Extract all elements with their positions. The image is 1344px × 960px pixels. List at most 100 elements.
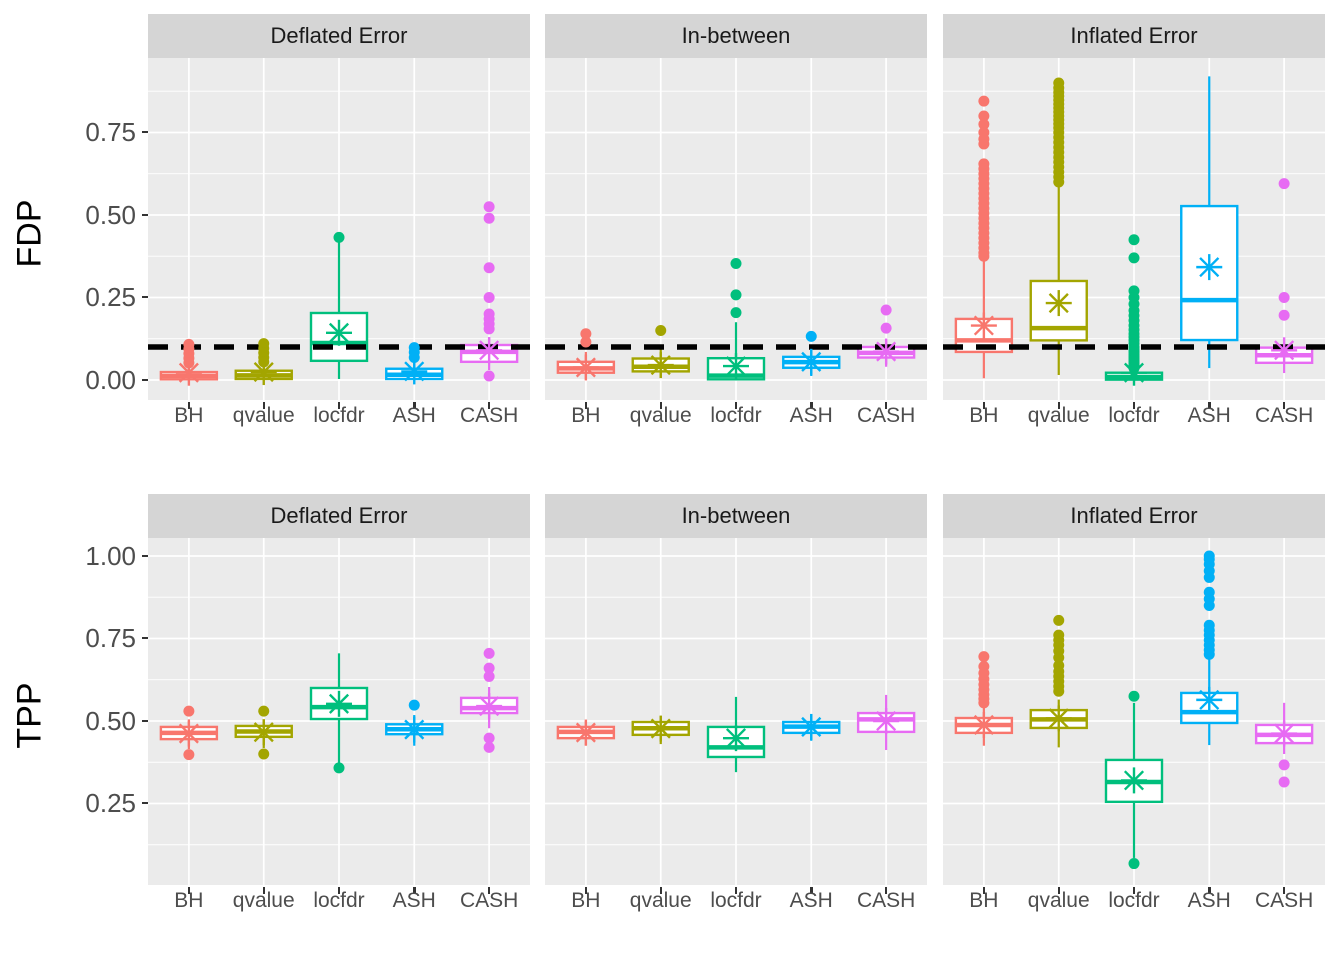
outliers-CASH [483,201,495,382]
outliers-CASH [1278,759,1290,788]
box-iqr [1180,204,1239,342]
outlier-point [1278,776,1290,788]
outlier-point [483,262,495,274]
asterisk-ray [253,362,274,383]
asterisk-ray [253,722,274,743]
panel-fdp-deflated-error [148,58,530,400]
x-tick-label-locfdr: locfdr [313,404,365,427]
outliers-qvalue [258,338,270,368]
outlier-point [978,697,990,709]
outlier-point [483,201,495,213]
x-tick-label-BH: BH [571,404,601,427]
mean-asterisk-qvalue [250,719,277,746]
x-tick-mark [413,402,416,409]
x-tick-label-BH: BH [969,404,999,427]
outlier-point [483,323,495,335]
x-tick-mark [810,887,813,894]
asterisk-ray [479,340,500,361]
outlier-point [258,705,270,717]
mean-asterisk-locfdr [1121,767,1147,794]
outlier-point [730,289,742,301]
outliers-CASH [483,647,495,753]
asterisk-ray [725,356,747,377]
x-tick-mark [659,402,663,409]
y-tick-mark [142,554,148,557]
x-tick-label-locfdr: locfdr [1108,404,1160,427]
x-tick-mark [584,402,588,409]
mean-asterisk-ASH [798,348,825,375]
outliers-locfdr [1128,234,1140,374]
asterisk-ray [575,357,596,378]
outliers-ASH [408,342,420,364]
outlier-point [1128,234,1140,246]
y-tick-label: 0.50 [85,199,136,230]
outlier-point [1278,178,1290,190]
y-tick-mark [142,378,148,381]
panel-fdp-in-between [545,58,927,400]
outlier-point [1278,309,1290,321]
outlier-point [978,118,990,130]
asterisk-ray [650,355,671,376]
outlier-point [408,352,420,364]
panel-tpp-deflated-error [148,538,530,885]
x-tick-mark [1132,887,1136,894]
outliers-qvalue [1053,77,1065,188]
panel-tpp-inflated-error [943,538,1325,885]
outlier-point [1053,614,1065,626]
x-tick-mark [1208,402,1211,409]
asterisk-ray [650,718,671,739]
x-tick-mark [1282,887,1286,894]
asterisk-ray [479,696,500,717]
outlier-point [483,732,495,744]
outliers-locfdr [730,257,742,319]
asterisk-ray [801,716,822,737]
outlier-point [880,322,892,334]
asterisk-ray [1048,293,1069,314]
outlier-point [805,330,817,342]
asterisk-ray [1274,340,1295,361]
y-tick-label: 0.50 [85,705,136,736]
facet-strip-inflated-error: Inflated Error [943,494,1325,538]
mean-asterisk-CASH [873,707,900,734]
outlier-point [1203,599,1215,611]
x-tick-mark [187,402,191,409]
outlier-point [333,231,345,243]
outlier-point [408,699,420,711]
x-tick-mark [1057,887,1061,894]
mean-asterisk-locfdr [326,319,352,346]
x-tick-mark [982,402,986,409]
outliers-locfdr [1128,690,1140,870]
x-tick-label-locfdr: locfdr [710,404,762,427]
y-tick-mark [142,213,148,216]
outliers-ASH [1203,550,1215,660]
y-tick-mark [142,131,148,134]
asterisk-ray [1199,689,1220,710]
outliers-BH [978,651,990,709]
outlier-point [183,705,195,717]
outlier-point [580,336,592,348]
x-tick-label-locfdr: locfdr [710,889,762,912]
asterisk-ray [178,723,199,744]
facet-strip-in-between: In-between [545,494,927,538]
mean-asterisk-BH [175,720,202,747]
asterisk-ray [876,710,897,732]
y-tick-mark [142,637,148,640]
outlier-point [483,647,495,659]
mean-asterisk-ASH [798,713,825,740]
x-tick-mark [1057,402,1061,409]
outlier-point [333,762,345,774]
asterisk-ray [725,728,747,749]
outliers-ASH [408,699,420,711]
y-tick-mark [142,719,148,722]
asterisk-ray [404,719,425,740]
outliers-BH [978,95,990,262]
x-tick-label-ASH: ASH [1187,889,1231,912]
x-tick-mark [262,887,266,894]
mean-asterisk-qvalue [1045,705,1072,732]
x-tick-mark [1208,887,1211,894]
y-tick-label: 0.75 [85,117,136,148]
mean-asterisk-qvalue [647,715,674,742]
asterisk-ray [328,693,350,714]
outlier-point [978,250,990,262]
